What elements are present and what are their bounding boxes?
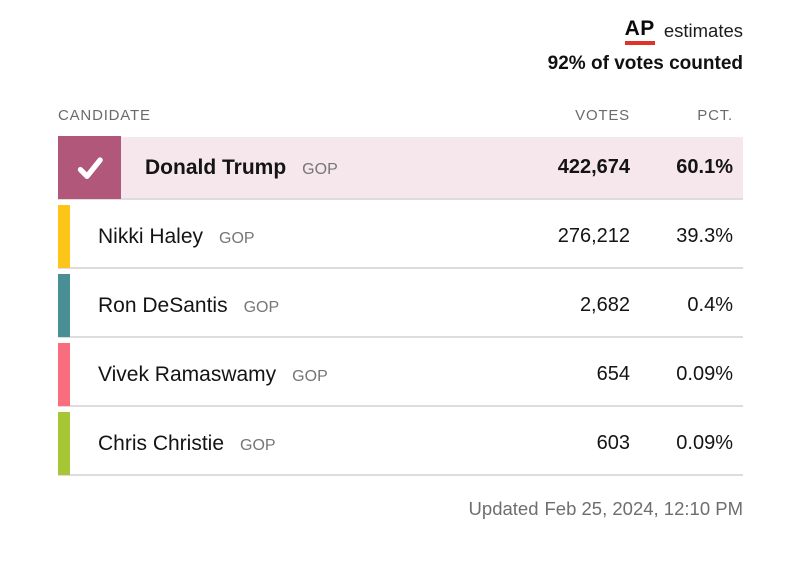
candidate-color-bar: [58, 343, 70, 406]
candidate-name: Vivek Ramaswamy: [98, 362, 277, 386]
candidate-name: Donald Trump: [145, 155, 287, 179]
candidate-color-bar: [58, 274, 70, 337]
ap-logo-red-underline: [624, 41, 655, 45]
candidate-votes: 654: [596, 363, 630, 385]
candidate-name-group: Chris Christie GOP: [98, 432, 515, 456]
ap-attribution-line: AP estimates: [58, 18, 743, 45]
candidate-votes: 422,674: [557, 156, 630, 178]
candidate-party: GOP: [243, 298, 280, 316]
candidate-pct: 60.1%: [676, 156, 733, 178]
table-row-ron-desantis: Ron DeSantis GOP 2,682 0.4%: [58, 274, 743, 338]
candidate-party: GOP: [302, 160, 338, 178]
votes-counted-status: 92% of votes counted: [547, 53, 743, 74]
table-row-nikki-haley: Nikki Haley GOP 276,212 39.3%: [58, 205, 743, 269]
candidate-pct: 0.4%: [687, 294, 733, 316]
table-row-vivek-ramaswamy: Vivek Ramaswamy GOP 654 0.09%: [58, 343, 743, 407]
candidate-name-group: Vivek Ramaswamy GOP: [98, 363, 515, 387]
candidate-votes: 603: [596, 432, 630, 454]
column-header-pct: PCT.: [697, 107, 733, 124]
candidate-pct: 0.09%: [676, 363, 733, 385]
candidate-name: Ron DeSantis: [98, 293, 228, 317]
candidate-name: Chris Christie: [98, 431, 225, 455]
candidate-party: GOP: [219, 229, 255, 247]
estimates-label: estimates: [663, 20, 743, 41]
candidate-name: Nikki Haley: [98, 224, 204, 248]
candidate-votes: 2,682: [579, 294, 630, 316]
results-widget: AP estimates 92% of votes counted CANDID…: [58, 0, 743, 519]
column-header-candidate: CANDIDATE: [58, 107, 151, 124]
attribution-block: AP estimates 92% of votes counted: [58, 0, 743, 75]
ap-logo: AP: [624, 17, 655, 45]
candidate-pct: 0.09%: [676, 432, 733, 454]
candidate-color-bar: [58, 205, 70, 268]
updated-timestamp: Updated Feb 25, 2024, 12:10 PM: [58, 498, 743, 519]
candidate-party: GOP: [292, 367, 328, 385]
table-row-donald-trump: Donald Trump GOP 422,674 60.1%: [58, 136, 743, 200]
candidate-name-group: Ron DeSantis GOP: [98, 294, 515, 318]
winner-check-swatch: [58, 136, 121, 199]
results-table: Donald Trump GOP 422,674 60.1% Nikki Hal…: [58, 136, 743, 476]
ap-logo-text: AP: [624, 17, 655, 40]
table-header: CANDIDATE VOTES PCT.: [58, 107, 743, 124]
updated-time: Feb 25, 2024, 12:10 PM: [544, 498, 744, 519]
check-icon: [77, 156, 103, 179]
candidate-color-bar: [58, 412, 70, 475]
candidate-name-group: Donald Trump GOP: [145, 156, 515, 180]
candidate-votes: 276,212: [557, 225, 630, 247]
candidate-name-group: Nikki Haley GOP: [98, 225, 515, 249]
table-row-chris-christie: Chris Christie GOP 603 0.09%: [58, 412, 743, 476]
column-header-votes: VOTES: [575, 107, 630, 124]
updated-label: Updated: [468, 498, 539, 519]
candidate-party: GOP: [240, 436, 276, 454]
candidate-pct: 39.3%: [676, 225, 733, 247]
